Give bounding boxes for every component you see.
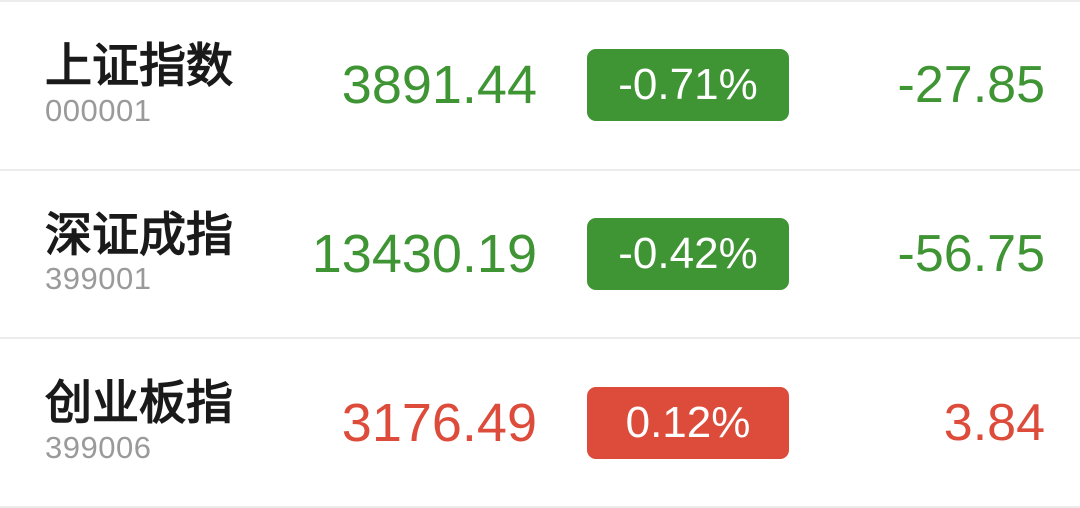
index-name: 深证成指 [45, 207, 233, 261]
table-row[interactable]: 上证指数 000001 3891.44 -0.71% -27.85 [0, 2, 1080, 169]
index-percent-cell: -0.71% [587, 49, 792, 122]
status-badge: -0.71% [587, 49, 789, 122]
index-change: 3.84 [943, 393, 1045, 452]
index-code: 000001 [45, 92, 152, 128]
index-price: 3176.49 [341, 392, 537, 453]
index-name: 创业板指 [45, 376, 233, 430]
index-identity: 上证指数 000001 [45, 39, 295, 130]
index-code: 399006 [45, 430, 152, 466]
index-identity: 深证成指 399001 [45, 207, 295, 299]
status-badge: -0.42% [587, 218, 789, 290]
index-code: 399001 [45, 261, 152, 297]
table-row[interactable]: 深证成指 399001 13430.19 -0.42% -56.75 [0, 168, 1080, 338]
index-price: 13430.19 [311, 224, 537, 284]
status-badge: 0.12% [587, 386, 789, 459]
index-identity: 创业板指 399006 [45, 378, 295, 467]
index-change: -27.85 [897, 56, 1045, 115]
index-change: -56.75 [897, 225, 1045, 283]
index-percent-cell: 0.12% [587, 386, 792, 459]
index-name: 上证指数 [45, 39, 233, 93]
index-percent-cell: -0.42% [587, 218, 792, 290]
index-price: 3891.44 [341, 55, 537, 116]
table-row[interactable]: 创业板指 399006 3176.49 0.12% 3.84 [0, 337, 1080, 507]
